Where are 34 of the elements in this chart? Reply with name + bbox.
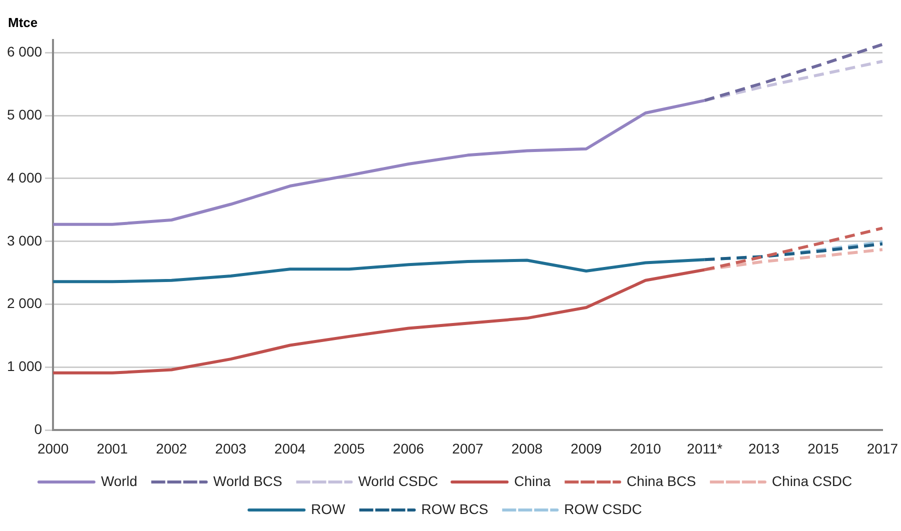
x-tick-label: 2013: [748, 440, 780, 456]
x-tick-label: 2006: [392, 440, 424, 456]
x-tick-label: 2002: [156, 440, 188, 456]
x-tick-label: 2009: [570, 440, 602, 456]
y-tick-label: 2 000: [6, 295, 42, 312]
legend-label: ROW CSDC: [564, 500, 642, 517]
x-tick-label: 2010: [630, 440, 662, 456]
line-series: [703, 226, 884, 272]
x-tick-label: 2007: [452, 440, 484, 456]
x-tick-label: 2005: [334, 440, 366, 456]
y-axis-title: Mtce: [8, 15, 38, 30]
x-tick-label: 2017: [866, 440, 898, 456]
x-tick-label: 2000: [37, 440, 69, 456]
x-tick-label: 2004: [274, 440, 306, 456]
x-tick-label: 2008: [511, 440, 543, 456]
legend-label: China BCS: [626, 472, 696, 489]
x-tick-label: 2003: [215, 440, 247, 456]
x-tick-label: 2001: [96, 440, 128, 456]
legend-label: ROW: [311, 500, 346, 517]
x-tick-label: 2011*: [686, 440, 724, 456]
legend-label: China: [514, 472, 551, 489]
legend-label: World CSDC: [358, 472, 438, 489]
line-series: [703, 42, 884, 102]
legend-label: World: [100, 472, 138, 489]
y-tick-label: 5 000: [6, 106, 42, 122]
legend-label: ROW BCS: [421, 500, 488, 517]
y-tick-label: 6 000: [6, 43, 42, 60]
y-tick-label: 3 000: [6, 232, 42, 248]
y-tick-label: 4 000: [6, 169, 42, 186]
y-tick-label: 0: [34, 421, 42, 438]
legend-label: World BCS: [213, 472, 282, 489]
legend-label: China CSDC: [772, 472, 852, 489]
y-tick-label: 1 000: [6, 358, 42, 374]
x-tick-label: 2015: [808, 440, 839, 456]
